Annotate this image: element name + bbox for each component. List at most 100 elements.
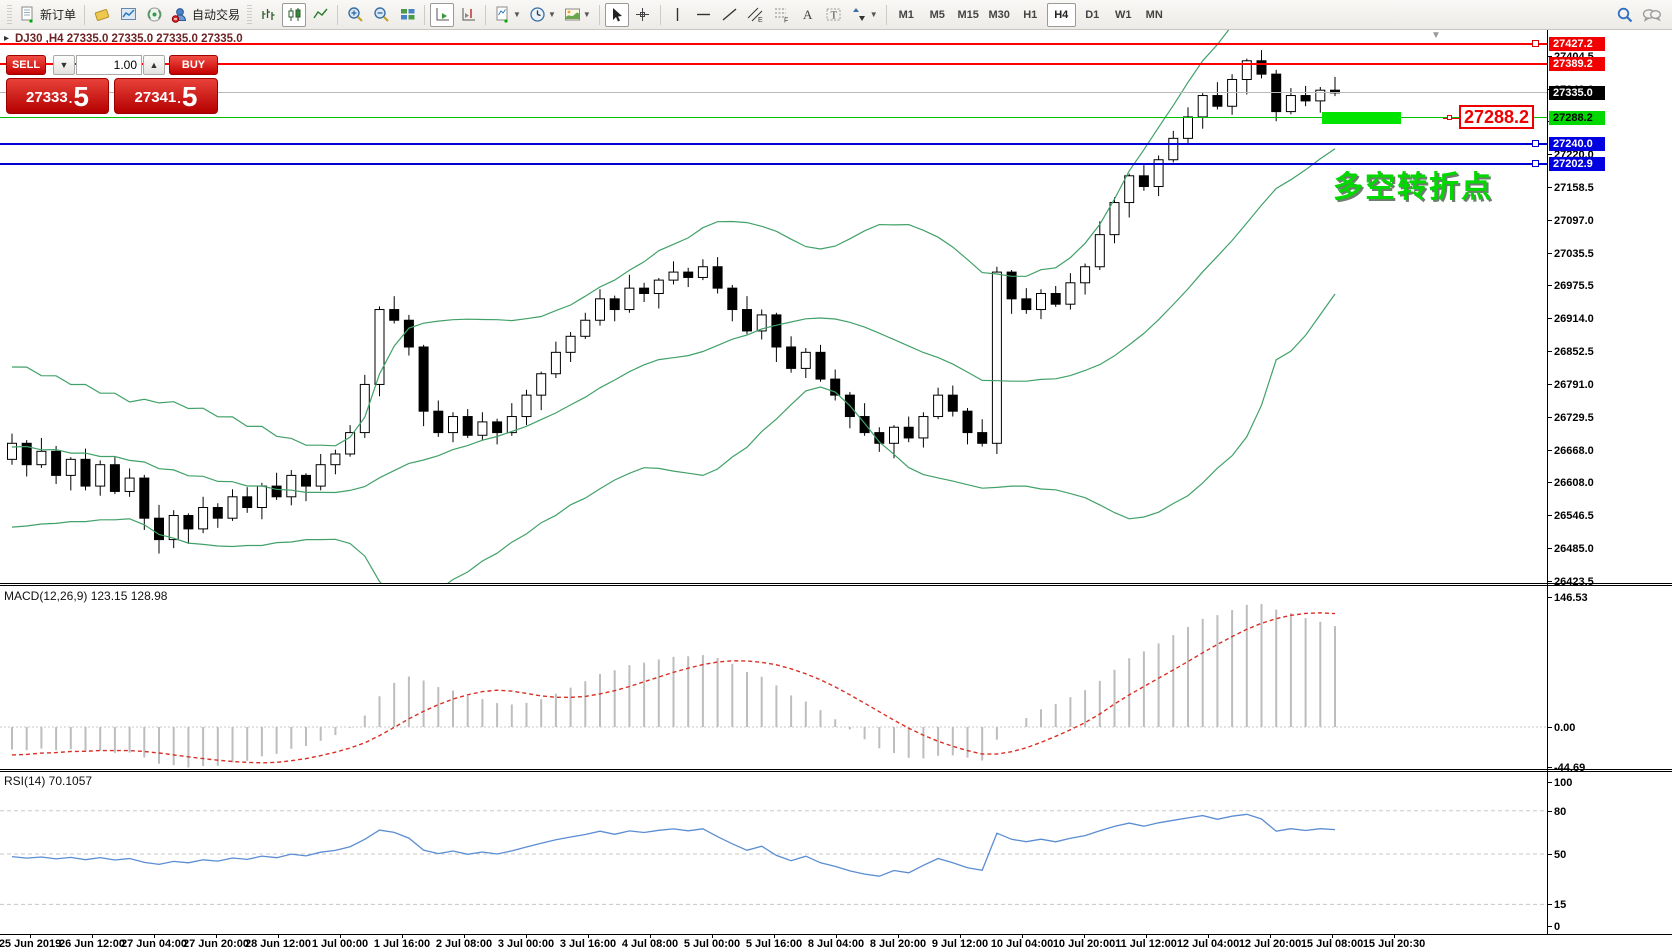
pane-divider[interactable] [0,769,1672,772]
auto-scroll-button[interactable] [430,2,455,27]
price-tick-dash [1547,55,1552,57]
price-tick-label: 27097.0 [1554,215,1594,228]
price-tick-label: 26668.0 [1554,444,1594,457]
indicators-button[interactable]: ▼ [491,3,524,27]
price-tick-label: 27035.5 [1554,248,1594,261]
line-chart-button[interactable] [308,3,332,27]
price-line-handle[interactable] [1532,40,1539,48]
svg-text:A: A [803,7,813,22]
price-badge-27288.2: 27288.2 [1549,110,1605,125]
macd-pane[interactable] [0,586,1547,769]
time-axis-label: 26 Jun 12:00 [58,938,126,950]
time-tick-dash [1084,934,1085,938]
arrows-button[interactable]: ▼ [848,3,881,27]
buy-price[interactable]: 27341 . 5 [114,78,218,114]
signals-button[interactable] [142,3,166,27]
text-icon: A [803,7,813,22]
equidistant-channel-button[interactable]: E [744,3,768,27]
rsi-pane[interactable] [0,772,1547,934]
crosshair-button[interactable] [631,3,655,27]
vertical-line-button[interactable] [666,3,690,27]
volume-up-button[interactable]: ▲ [143,55,165,75]
price-line-27240.0[interactable] [0,142,1547,145]
time-tick-dash [960,934,961,938]
price-line-27427.2[interactable] [0,42,1547,45]
new-order-button[interactable]: 新订单 [16,3,79,27]
buy-price-main: 27341 [134,89,177,106]
rsi-axis-label: 80 [1554,805,1567,818]
price-line-handle[interactable] [1532,140,1539,148]
cursor-button[interactable] [604,2,629,27]
pane-divider[interactable] [0,583,1672,586]
time-tick-dash [712,934,713,938]
price-tick-dash [1547,514,1552,516]
price-tick-dash [1547,253,1552,255]
volume-input[interactable]: 1.00 [76,55,142,75]
toolbar-grip[interactable] [7,4,12,25]
zoom-in-icon [347,7,363,22]
time-tick-dash [340,934,341,938]
trendline-button[interactable] [718,3,742,27]
price-tick-label: 26546.5 [1554,509,1594,522]
timeframe-button-m30[interactable]: M30 [988,8,1010,21]
chart-shift-button[interactable] [456,3,480,27]
price-line-handle[interactable] [1532,160,1539,168]
timeframe-button-h1[interactable]: H1 [1023,8,1038,21]
main-chart-pane[interactable] [0,30,1547,584]
bar-chart-button[interactable] [256,3,280,27]
candlestick-chart-button[interactable] [282,2,307,27]
templates-button[interactable]: ▼ [561,3,594,27]
price-line-27288.2[interactable] [0,117,1547,119]
price-line-27389.2[interactable] [0,62,1547,65]
buy-price-pip: 5 [181,81,198,112]
price-tick-dash [1547,449,1552,451]
price-line-27335.0[interactable] [0,92,1547,94]
time-tick-dash [1332,934,1333,938]
price-callout-label[interactable]: 27288.2 [1459,104,1535,129]
timeframe-button-w1[interactable]: W1 [1114,8,1132,21]
text-label-button[interactable]: T [822,3,846,27]
fibonacci-button[interactable]: F [770,3,794,27]
chat-button[interactable] [1639,3,1665,27]
zoom-out-button[interactable] [369,3,393,27]
timeframe-button-d1[interactable]: D1 [1085,8,1100,21]
rsi-axis-label: 50 [1554,849,1567,861]
arrows-icon [852,8,865,21]
autotrading-button[interactable]: 自动交易 [168,3,243,27]
toolbar-grip[interactable] [247,4,253,25]
horizontal-line-button[interactable] [692,3,716,27]
toolbar-right [1612,3,1666,27]
price-line-27202.9[interactable] [0,162,1547,165]
price-tick-dash [1547,351,1552,352]
highlight-rectangle[interactable] [1322,111,1401,124]
periods-button[interactable]: ▼ [526,3,559,27]
zoom-in-button[interactable] [343,3,367,27]
sell-button[interactable]: SELL [6,55,46,75]
timeframe-button-mn[interactable]: MN [1145,8,1163,21]
time-tick-dash [278,934,279,938]
timeframe-button-m5[interactable]: M5 [929,8,945,21]
search-button[interactable] [1613,3,1637,27]
text-button[interactable]: A [796,3,820,27]
trendline-icon [722,8,737,21]
price-callout-handle[interactable] [1447,115,1452,121]
sell-price[interactable]: 27333 . 5 [6,78,109,114]
timeframe-button-m1[interactable]: M1 [898,8,914,21]
chart-shift-icon [462,8,475,21]
quotes-button[interactable] [90,3,114,27]
svg-text:F: F [784,18,788,24]
timeframe-button-m15[interactable]: M15 [957,8,979,21]
macd-tick-dash [1547,727,1552,728]
price-tick-label: 27158.5 [1554,182,1594,195]
buy-button[interactable]: BUY [169,55,218,75]
new-order-icon [21,6,33,23]
window-menu-marker[interactable]: ▸ [4,33,10,44]
time-tick-dash [588,934,589,938]
chart-window-button[interactable] [116,3,140,27]
time-axis-label: 10 Jul 20:00 [1052,938,1116,950]
timeframe-button-h4[interactable]: H4 [1046,2,1076,27]
tile-windows-button[interactable] [395,3,419,27]
macd-label: MACD(12,26,9) 123.15 128.98 [4,589,168,603]
turning-point-text[interactable]: 多空转折点 [1333,171,1493,204]
volume-down-button[interactable]: ▼ [53,55,75,75]
